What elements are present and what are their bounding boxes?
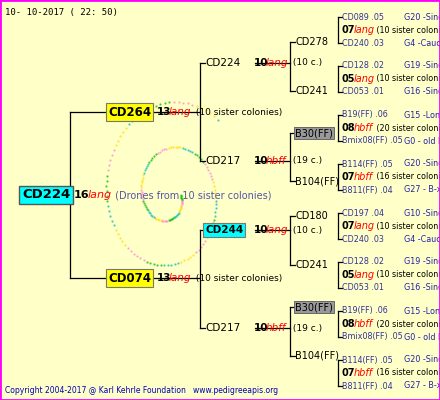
Text: (10 sister colonies): (10 sister colonies) <box>374 222 440 230</box>
Text: CD241: CD241 <box>295 260 328 270</box>
Text: B811(FF) .04: B811(FF) .04 <box>342 382 392 390</box>
Text: (19 c.): (19 c.) <box>290 156 322 166</box>
Text: 10: 10 <box>254 156 268 166</box>
Text: (10 c.): (10 c.) <box>290 58 322 68</box>
Text: (10 sister colonies): (10 sister colonies) <box>374 26 440 34</box>
Text: 10: 10 <box>254 225 268 235</box>
Text: CD241: CD241 <box>295 86 328 96</box>
Text: hbff: hbff <box>354 368 373 378</box>
Text: (10 c.): (10 c.) <box>290 226 322 234</box>
Text: lang: lang <box>169 273 191 283</box>
Text: 08: 08 <box>342 319 356 329</box>
Text: hbff: hbff <box>354 123 373 133</box>
Text: CD278: CD278 <box>295 37 328 47</box>
Text: CD244: CD244 <box>205 225 243 235</box>
Text: Bmix08(FF) .05: Bmix08(FF) .05 <box>342 136 403 146</box>
Text: CD089 .05: CD089 .05 <box>342 12 384 22</box>
Text: G0 - old lines B: G0 - old lines B <box>404 332 440 342</box>
Text: CD240 .03: CD240 .03 <box>342 234 384 244</box>
Text: G19 -Sinop62R: G19 -Sinop62R <box>404 258 440 266</box>
Text: G16 -Sinop72R: G16 -Sinop72R <box>404 284 440 292</box>
Text: G4 -Caucas98R: G4 -Caucas98R <box>404 38 440 48</box>
Text: G20 -Sinop62R: G20 -Sinop62R <box>404 160 440 168</box>
Text: lang: lang <box>354 25 375 35</box>
Text: hbff: hbff <box>266 323 286 333</box>
Text: 05: 05 <box>342 270 356 280</box>
Text: G27 - B-xxx43: G27 - B-xxx43 <box>404 382 440 390</box>
Text: G4 -Caucas98R: G4 -Caucas98R <box>404 234 440 244</box>
Text: CD264: CD264 <box>108 106 151 118</box>
Text: CD053 .01: CD053 .01 <box>342 284 384 292</box>
Text: B104(FF): B104(FF) <box>295 176 339 186</box>
Text: B19(FF) .06: B19(FF) .06 <box>342 306 388 316</box>
Text: CD074: CD074 <box>108 272 151 284</box>
Text: B114(FF) .05: B114(FF) .05 <box>342 356 393 364</box>
Text: (20 sister colonies): (20 sister colonies) <box>374 124 440 132</box>
Text: lang: lang <box>354 74 375 84</box>
Text: 07: 07 <box>342 172 356 182</box>
Text: 08: 08 <box>342 123 356 133</box>
Text: 07: 07 <box>342 368 356 378</box>
Text: 10- 10-2017 ( 22: 50): 10- 10-2017 ( 22: 50) <box>5 8 118 17</box>
Text: CD224: CD224 <box>205 58 240 68</box>
Text: G0 - old lines B: G0 - old lines B <box>404 136 440 146</box>
Text: (20 sister colonies): (20 sister colonies) <box>374 320 440 328</box>
Text: B30(FF): B30(FF) <box>295 302 333 312</box>
Text: 10: 10 <box>254 323 268 333</box>
Text: hbff: hbff <box>266 156 286 166</box>
Text: B114(FF) .05: B114(FF) .05 <box>342 160 393 168</box>
Text: G16 -Sinop72R: G16 -Sinop72R <box>404 88 440 96</box>
Text: CD240 .03: CD240 .03 <box>342 38 384 48</box>
Text: lang: lang <box>354 270 375 280</box>
Text: 07: 07 <box>342 25 356 35</box>
Text: CD128 .02: CD128 .02 <box>342 258 384 266</box>
Text: Copyright 2004-2017 @ Karl Kehrle Foundation   www.pedigreeapis.org: Copyright 2004-2017 @ Karl Kehrle Founda… <box>5 386 278 395</box>
Text: B30(FF): B30(FF) <box>295 128 333 138</box>
Text: (19 c.): (19 c.) <box>290 324 322 332</box>
Text: B19(FF) .06: B19(FF) .06 <box>342 110 388 120</box>
Text: G15 -Longos77R: G15 -Longos77R <box>404 306 440 316</box>
Text: (10 sister colonies): (10 sister colonies) <box>193 108 282 116</box>
Text: CD053 .01: CD053 .01 <box>342 88 384 96</box>
Text: B104(FF): B104(FF) <box>295 351 339 361</box>
Text: (16 sister colonies): (16 sister colonies) <box>374 368 440 378</box>
Text: (Drones from 10 sister colonies): (Drones from 10 sister colonies) <box>112 190 271 200</box>
Text: G19 -Sinop62R: G19 -Sinop62R <box>404 62 440 70</box>
Text: 05: 05 <box>342 74 356 84</box>
Text: G20 -Sinop62R: G20 -Sinop62R <box>404 12 440 22</box>
Text: 10: 10 <box>254 58 268 68</box>
Text: 13: 13 <box>157 273 172 283</box>
Text: CD217: CD217 <box>205 323 240 333</box>
Text: G27 - B-xxx43: G27 - B-xxx43 <box>404 186 440 194</box>
Text: lang: lang <box>266 58 289 68</box>
Text: lang: lang <box>88 190 112 200</box>
Text: G15 -Longos77R: G15 -Longos77R <box>404 110 440 120</box>
Text: CD197 .04: CD197 .04 <box>342 208 384 218</box>
Text: CD180: CD180 <box>295 211 328 221</box>
Text: Bmix08(FF) .05: Bmix08(FF) .05 <box>342 332 403 342</box>
Text: (10 sister colonies): (10 sister colonies) <box>374 74 440 84</box>
Text: CD224: CD224 <box>22 188 70 202</box>
Text: CD217: CD217 <box>205 156 240 166</box>
Text: 07: 07 <box>342 221 356 231</box>
Text: G20 -Sinop62R: G20 -Sinop62R <box>404 356 440 364</box>
Text: lang: lang <box>266 225 289 235</box>
Text: hbff: hbff <box>354 172 373 182</box>
Text: hbff: hbff <box>354 319 373 329</box>
Text: lang: lang <box>354 221 375 231</box>
Text: CD128 .02: CD128 .02 <box>342 62 384 70</box>
Text: (16 sister colonies): (16 sister colonies) <box>374 172 440 182</box>
Text: (10 sister colonies): (10 sister colonies) <box>193 274 282 282</box>
Text: (10 sister colonies): (10 sister colonies) <box>374 270 440 280</box>
Text: G10 -SinopEgg86R: G10 -SinopEgg86R <box>404 208 440 218</box>
Text: 13: 13 <box>157 107 172 117</box>
Text: lang: lang <box>169 107 191 117</box>
Text: 16: 16 <box>74 190 90 200</box>
Text: B811(FF) .04: B811(FF) .04 <box>342 186 392 194</box>
